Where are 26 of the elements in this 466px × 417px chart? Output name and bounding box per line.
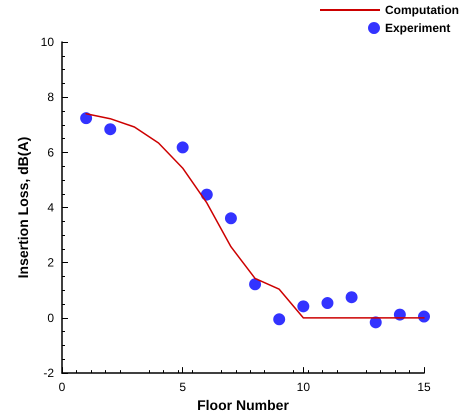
point bbox=[176, 141, 189, 154]
y-tick-label: 2 bbox=[47, 256, 54, 270]
x-tick-label: 15 bbox=[417, 380, 431, 394]
point bbox=[200, 188, 213, 201]
x-tick-label: 0 bbox=[58, 380, 66, 394]
y-tick-label: 0 bbox=[47, 310, 54, 325]
y-axis-title: Insertion Loss, dB(A) bbox=[14, 136, 31, 278]
point bbox=[104, 123, 116, 136]
point bbox=[418, 310, 430, 323]
point bbox=[321, 297, 334, 310]
y-tick-label: 10 bbox=[40, 35, 54, 49]
x-axis-title: Floor Number bbox=[197, 397, 290, 413]
legend-label: Computation bbox=[385, 3, 459, 17]
legend-label: Experiment bbox=[385, 21, 450, 35]
y-tick-label: 6 bbox=[47, 145, 54, 160]
point bbox=[224, 212, 237, 224]
x-tick-label: 10 bbox=[296, 380, 310, 394]
point bbox=[273, 313, 286, 326]
y-tick-label: 4 bbox=[47, 200, 54, 215]
point bbox=[297, 300, 310, 312]
y-tick-label: -2 bbox=[43, 366, 54, 380]
x-tick-label: 5 bbox=[179, 380, 186, 394]
point bbox=[346, 291, 358, 304]
point bbox=[249, 278, 262, 290]
y-tick-label: 8 bbox=[47, 90, 54, 104]
point bbox=[80, 112, 92, 124]
